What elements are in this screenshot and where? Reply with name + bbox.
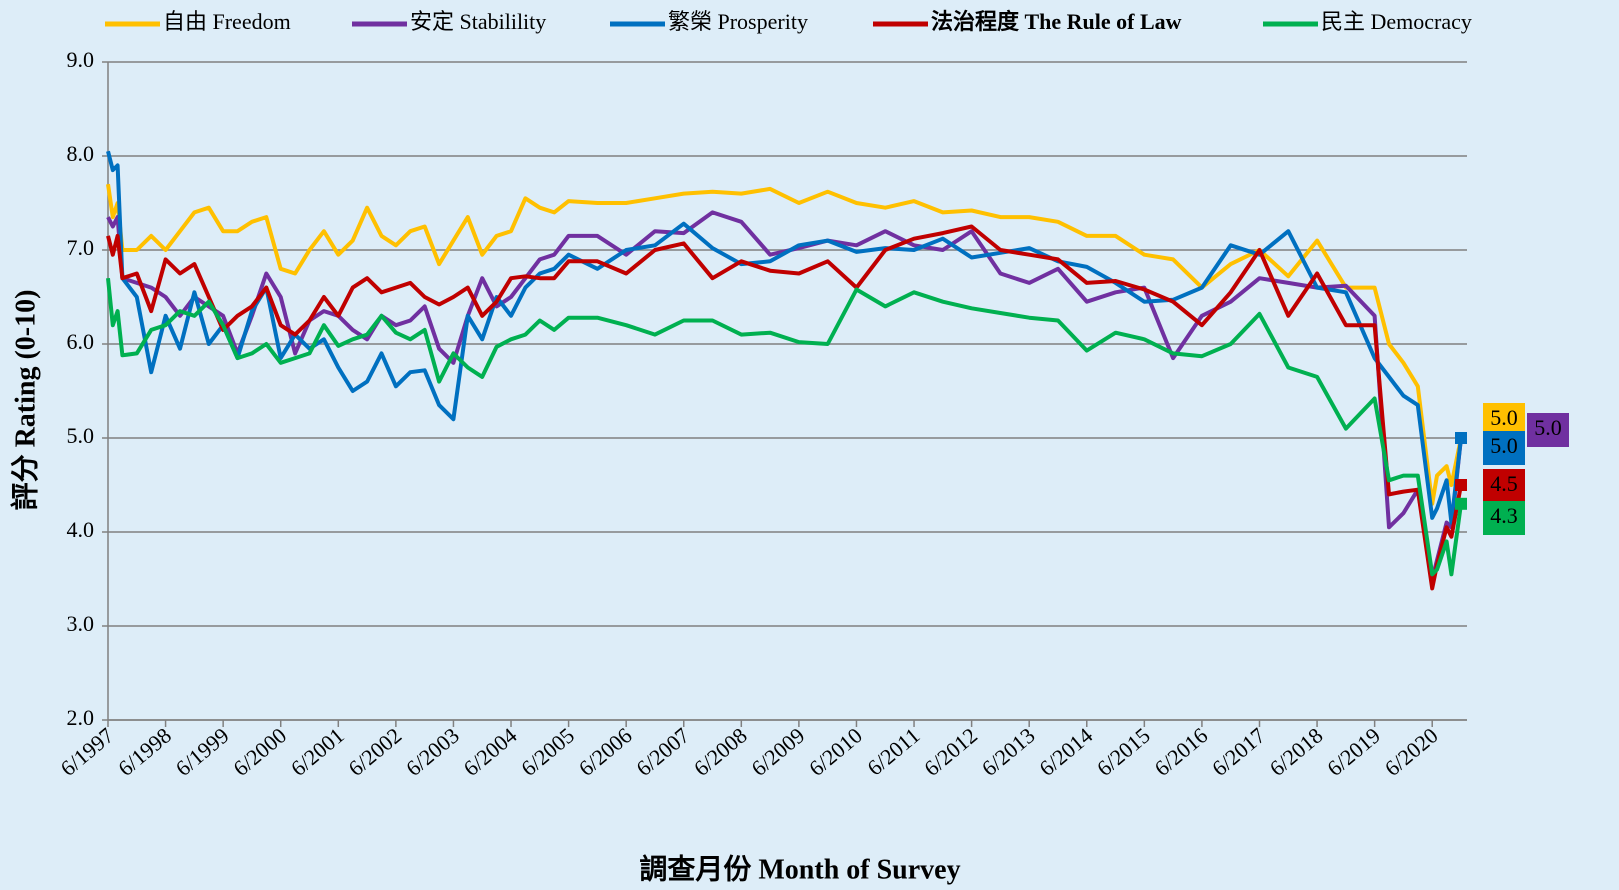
value-label-box [1483,469,1525,503]
value-label-box [1483,501,1525,535]
y-tick-label: 9.0 [67,47,95,72]
value-label: 5.0 [1534,415,1562,440]
series-line [106,150,1463,525]
end-marker [1455,497,1467,510]
legend-label: 自由 Freedom [163,9,291,34]
value-label: 5.0 [1490,405,1518,430]
legend-label: 民主 Democracy [1321,9,1472,34]
series-line [106,277,1463,577]
y-axis-title: 評分 Rating (0-10) [8,290,41,511]
series-line [106,183,1463,506]
y-tick-label: 3.0 [67,611,95,636]
end-marker [1455,432,1467,444]
y-tick-label: 8.0 [67,141,95,166]
value-label: 4.3 [1490,503,1518,528]
y-tick-label: 5.0 [67,423,95,448]
value-label-box [1527,413,1569,447]
legend-label: 繁榮 Prosperity [668,9,808,34]
x-axis-title: 調查月份 Month of Survey [639,852,960,885]
y-tick-label: 6.0 [67,329,95,354]
value-label: 5.0 [1490,433,1518,458]
y-tick-label: 7.0 [67,235,95,260]
value-label: 4.5 [1490,471,1518,496]
y-tick-label: 2.0 [67,705,95,730]
series-line [106,224,1463,591]
legend-label: 法治程度 The Rule of Law [931,9,1182,34]
y-tick-label: 4.0 [67,517,95,542]
end-marker [1455,479,1467,491]
legend-label: 安定 Stabilility [410,9,546,34]
value-label-box [1483,431,1525,465]
